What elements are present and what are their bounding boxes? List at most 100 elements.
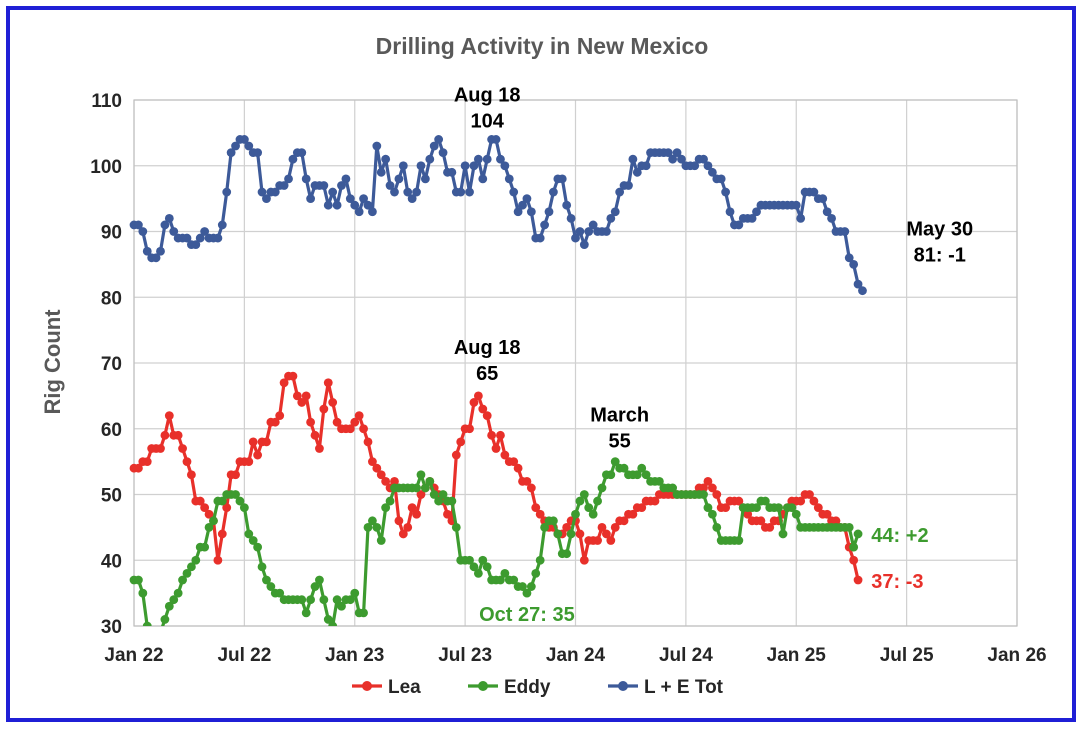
data-point [231,141,240,151]
data-point [213,233,223,243]
data-point [164,601,174,611]
data-point [350,200,360,210]
data-point [354,411,364,420]
x-tick-labels: Jan 22 Jul 22 Jan 23 Jul 23 Jan 24 Jul 24 Jan … [104,645,1046,666]
data-point [262,194,271,204]
data-point [235,496,245,506]
data-point [602,227,611,236]
data-point [297,398,307,407]
data-point [319,404,329,414]
data-point [610,207,620,217]
data-point [827,213,836,223]
data-point [301,391,311,401]
data-point [217,529,227,539]
data-point [372,463,382,473]
data-point [204,522,214,532]
data-point [292,391,302,401]
data-point [319,595,329,605]
data-point [244,529,254,539]
series-lea [129,371,863,585]
data-point [632,167,642,177]
data-point [606,213,616,223]
data-point [398,529,408,539]
data-point [584,227,594,236]
plot-border [133,99,1018,627]
data-point [363,437,373,447]
data-point [222,503,232,513]
data-point [641,161,651,171]
data-point [787,503,797,513]
data-point [372,522,382,532]
data-point [323,200,333,210]
data-point [553,529,563,539]
data-point [169,227,179,236]
data-point [248,536,258,545]
data-point [142,457,152,467]
legend-label: Eddy [504,677,551,698]
data-point [703,476,713,486]
data-point [301,608,311,618]
annotation-line: 44: +2 [871,525,928,547]
chart-frame [6,6,1076,722]
data-point [376,167,386,177]
data-point [182,569,192,578]
data-point [306,417,315,427]
annotation: 37: -3 [871,571,923,593]
data-point [654,476,664,486]
data-point [809,187,819,197]
data-point [350,588,360,598]
data-point [297,595,307,605]
data-point [315,444,324,453]
data-point [500,450,510,460]
data-point [791,200,801,210]
data-point [482,154,492,164]
data-point [650,496,660,506]
data-point [518,582,527,591]
data-point [160,430,170,440]
annotation: Aug 18 104 [454,84,521,132]
data-point [743,509,753,519]
data-point [575,227,585,236]
data-point [222,187,232,197]
data-point [443,509,452,519]
data-point [465,187,474,197]
data-point [469,161,479,171]
data-point [544,207,554,217]
data-point [204,509,214,519]
data-point [412,483,421,493]
data-point [134,575,143,585]
data-point [465,555,474,565]
data-point [164,411,174,420]
data-point [270,187,280,197]
data-point [496,575,505,585]
data-point [509,457,519,467]
data-point [460,161,470,171]
data-point [337,181,346,190]
data-point [407,194,417,204]
data-point [182,457,192,467]
data-point [469,562,479,572]
legend-swatch-marker [618,681,628,691]
data-point [805,490,814,499]
data-point [319,181,329,190]
data-point [359,194,368,204]
data-point [478,555,488,565]
data-point [491,444,501,453]
data-point [610,457,620,467]
data-point [456,437,466,447]
data-point [509,187,519,197]
data-point [385,496,395,506]
data-point [257,187,267,197]
data-point [513,207,523,217]
data-point [226,148,236,158]
data-point [721,503,731,513]
data-point [200,503,210,513]
data-point [632,470,642,480]
data-point [323,378,333,388]
data-point [619,463,629,473]
data-point [734,536,744,545]
data-point [279,181,289,190]
data-point [478,404,488,414]
data-point [765,522,775,532]
data-point [840,227,850,236]
